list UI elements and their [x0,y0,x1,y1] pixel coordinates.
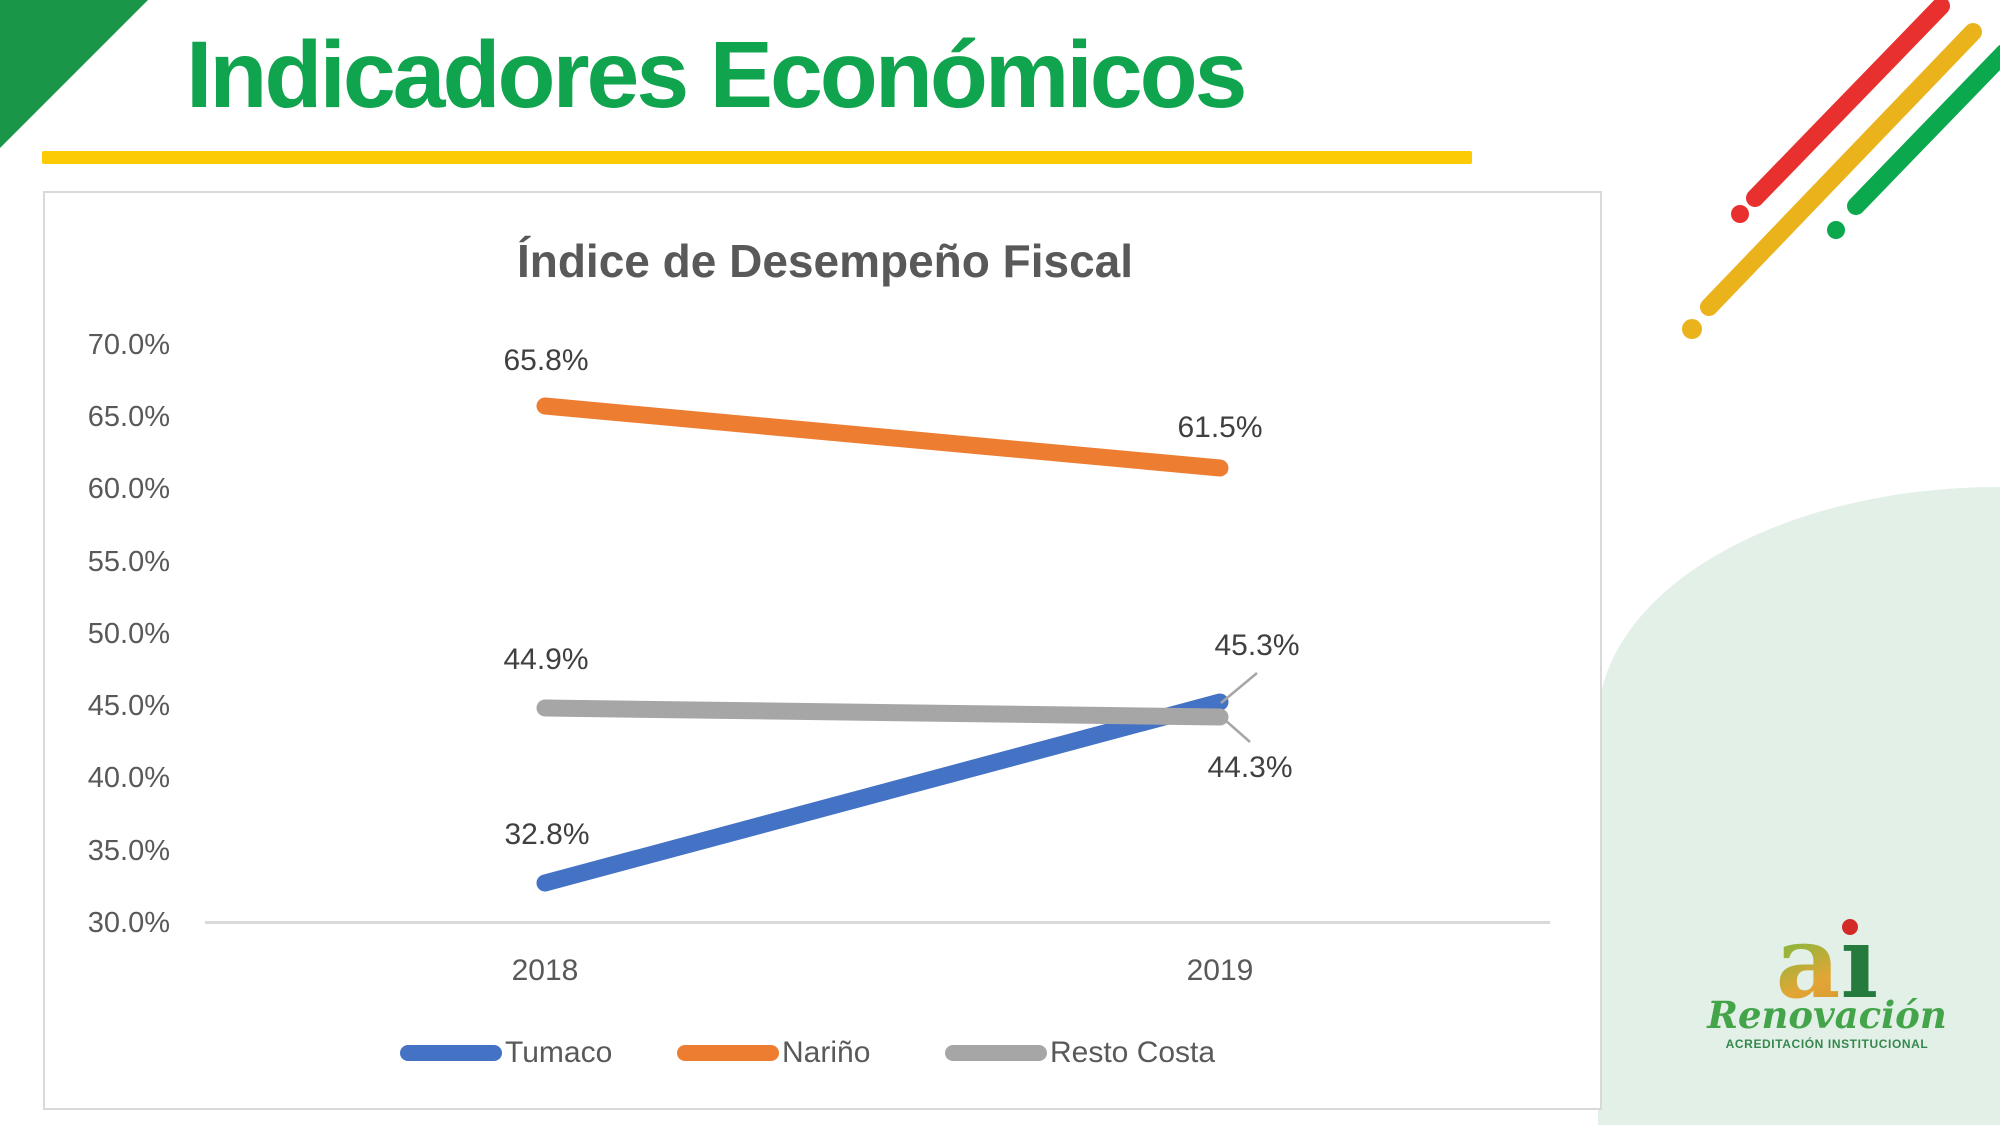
corner-triangle-decoration [0,0,148,148]
logo-red-dot-icon [1842,919,1858,935]
data-label-narino-2019: 61.5% [1177,411,1263,444]
green-dot [1827,221,1845,239]
green-diagonal-line [1847,44,2000,215]
legend-swatch-narino [677,1045,779,1061]
y-tick-label: 35.0% [87,835,170,867]
corner-triangle-shape [0,0,148,148]
x-tick-label-2019: 2019 [1186,954,1254,987]
chart-card [43,191,1602,1110]
yellow-diagonal-line [1700,23,1982,316]
logo-mark-ai: aı [1757,912,1897,1012]
legend-label-narino: Nariño [782,1036,871,1069]
legend-swatch-resto-costa [945,1045,1047,1061]
y-tick-label: 45.0% [87,690,170,722]
data-label-tumaco-2018: 32.8% [504,818,590,851]
red-dot [1731,205,1749,223]
y-tick-label: 40.0% [87,762,170,794]
x-tick-label-2018: 2018 [511,954,579,987]
y-tick-label: 50.0% [87,618,170,650]
yellow-dot [1682,319,1702,339]
y-tick-label: 55.0% [87,546,170,578]
slide-title: Indicadores Económicos [186,22,1247,128]
data-label-resto-costa-2018: 44.9% [503,643,589,676]
red-diagonal-line [1746,0,1950,207]
data-label-narino-2018: 65.8% [503,344,589,377]
y-tick-label: 30.0% [87,907,170,939]
legend-label-tumaco: Tumaco [505,1036,613,1069]
logo-letter-a: a [1775,903,1841,1021]
x-axis-line [205,921,1550,924]
chart-title: Índice de Desempeño Fiscal [516,235,1134,287]
y-tick-label: 65.0% [87,401,170,433]
mint-blob-background [1598,487,2000,1125]
y-tick-label: 70.0% [87,329,170,361]
legend-label-resto-costa: Resto Costa [1050,1036,1216,1069]
data-label-tumaco-2019: 45.3% [1214,629,1300,662]
title-underline-bar [42,151,1472,164]
legend-swatch-tumaco [400,1045,502,1061]
logo-tagline: ACREDITACIÓN INSTITUCIONAL [1725,1037,1929,1051]
logo-name: Renovación [1707,993,1947,1037]
data-label-resto-costa-2019: 44.3% [1207,751,1293,784]
y-tick-label: 60.0% [87,473,170,505]
